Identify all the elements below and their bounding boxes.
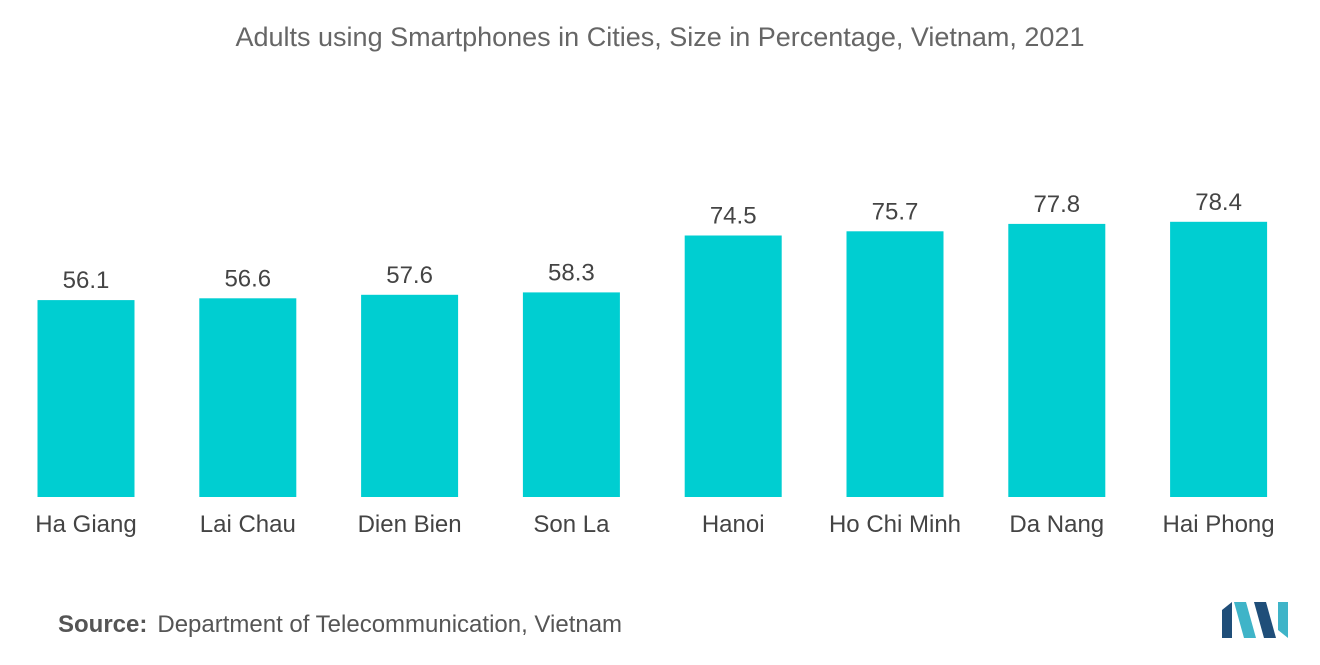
category-label-4: Hanoi (702, 511, 765, 538)
category-label-6: Da Nang (1009, 511, 1104, 538)
bar-6 (1008, 223, 1106, 497)
value-label-0: 56.1 (63, 267, 110, 294)
category-label-3: Son La (533, 511, 610, 538)
mordor-intelligence-logo-icon (1222, 602, 1288, 638)
source-text: Department of Telecommunication, Vietnam (157, 611, 623, 638)
value-label-5: 75.7 (872, 198, 919, 225)
value-label-2: 57.6 (386, 262, 433, 289)
source-line: Source: Department of Telecommunication, … (58, 611, 622, 639)
category-label-0: Ha Giang (35, 511, 136, 538)
value-label-6: 77.8 (1033, 191, 1080, 218)
value-label-7: 78.4 (1195, 189, 1242, 216)
bar-2 (361, 294, 459, 497)
logo-shape-mid-left (1234, 602, 1256, 638)
value-label-1: 56.6 (224, 265, 271, 292)
bar-4 (684, 235, 782, 497)
value-label-3: 58.3 (548, 259, 595, 286)
bars-layer (37, 221, 1268, 498)
category-label-5: Ho Chi Minh (829, 511, 961, 538)
bar-7 (1170, 221, 1268, 498)
logo-shape-right (1278, 602, 1288, 638)
logo-shape-mid-right (1254, 602, 1276, 638)
category-label-2: Dien Bien (358, 511, 462, 538)
bar-5 (846, 231, 944, 498)
bar-3 (522, 292, 620, 497)
category-label-7: Hai Phong (1163, 511, 1275, 538)
source-label: Source: (58, 611, 148, 638)
value-label-4: 74.5 (710, 203, 757, 230)
value-labels-layer: 56.1 56.6 57.6 58.3 74.5 75.7 77.8 78.4 (63, 189, 1242, 294)
bar-chart: 56.1 56.6 57.6 58.3 74.5 75.7 77.8 78.4 Ha Gian… (35, 189, 1274, 538)
logo-shape-left (1222, 602, 1232, 638)
chart-title: Adults using Smartphones in Cities, Size… (235, 22, 1085, 52)
category-label-1: Lai Chau (200, 511, 296, 538)
bar-1 (199, 298, 297, 497)
bar-0 (37, 300, 135, 497)
category-labels-layer: Ha Giang Lai Chau Dien Bien Son La Hanoi Ho C… (35, 511, 1274, 538)
